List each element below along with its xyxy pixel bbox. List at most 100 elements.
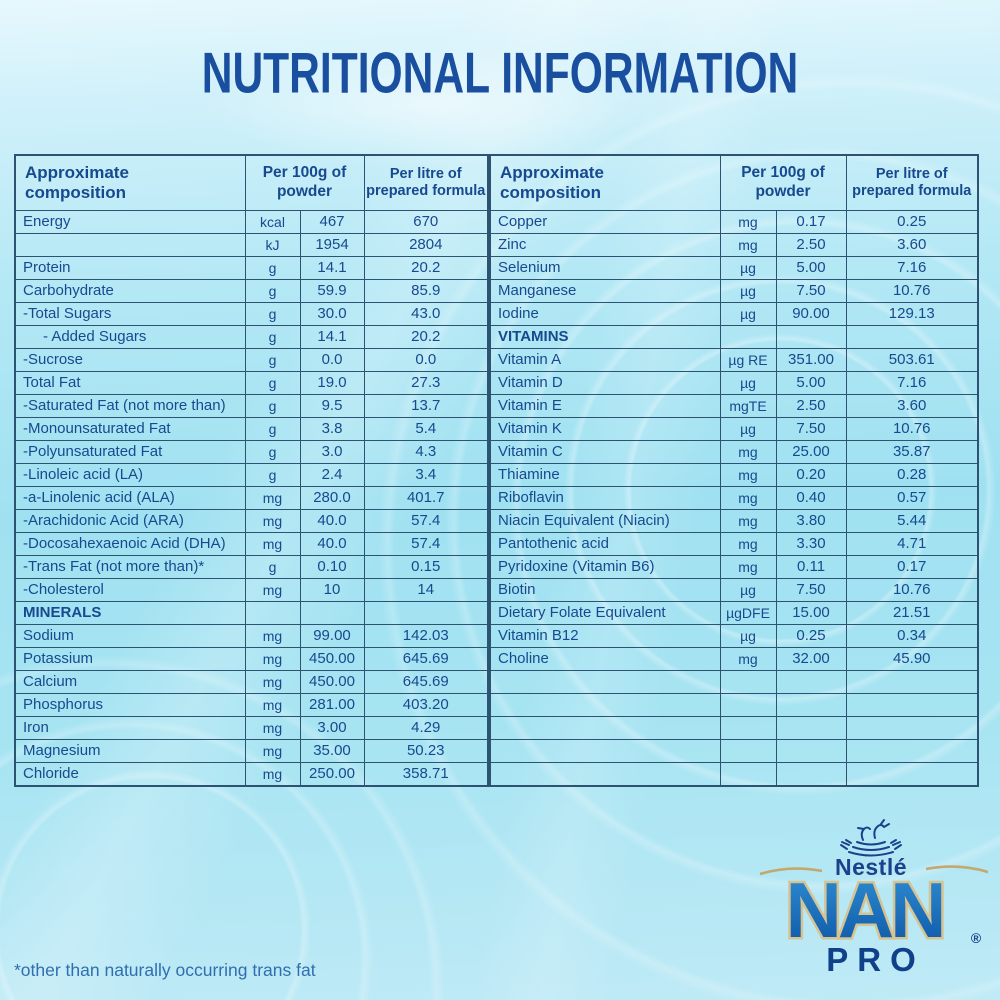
per-litre-value: 2804 (363, 233, 489, 257)
per-litre-value: 13.7 (363, 394, 489, 418)
per-100g-value: 281.00 (299, 693, 365, 717)
unit-cell: mgTE (719, 394, 777, 418)
unit-cell (244, 601, 301, 625)
table-row: Manganese µg 7.50 10.76 (489, 279, 979, 303)
per-litre-value: 142.03 (363, 624, 489, 648)
per-100g-value: 351.00 (775, 348, 847, 372)
unit-cell: g (244, 394, 301, 418)
table-row: Selenium µg 5.00 7.16 (489, 256, 979, 280)
table-row: Vitamin B12 µg 0.25 0.34 (489, 624, 979, 648)
nutrient-label: -Trans Fat (not more than)* (14, 555, 246, 579)
nutrient-label: Iodine (489, 302, 721, 326)
nutrient-label: Dietary Folate Equivalent (489, 601, 721, 625)
per-litre-value: 57.4 (363, 532, 489, 556)
table-row: Magnesium mg 35.00 50.23 (14, 739, 489, 763)
per-litre-value: 0.0 (363, 348, 489, 372)
per-litre-value: 4.3 (363, 440, 489, 464)
table-row: Carbohydrate g 59.9 85.9 (14, 279, 489, 303)
unit-cell: mg (244, 509, 301, 533)
per-100g-value: 15.00 (775, 601, 847, 625)
table-row: -Docosahexaenoic Acid (DHA) mg 40.0 57.4 (14, 532, 489, 556)
unit-cell: µg (719, 256, 777, 280)
unit-cell: µg (719, 371, 777, 395)
table-row: Copper mg 0.17 0.25 (489, 210, 979, 234)
unit-cell: mg (244, 693, 301, 717)
per-litre-value: 35.87 (845, 440, 979, 464)
nutrient-label: Carbohydrate (14, 279, 246, 303)
unit-cell: mg (719, 463, 777, 487)
nutrient-label: Vitamin E (489, 394, 721, 418)
per-litre-value: 27.3 (363, 371, 489, 395)
table-row: kJ 1954 2804 (14, 233, 489, 257)
table-row: Riboflavin mg 0.40 0.57 (489, 486, 979, 510)
per-100g-value: 59.9 (299, 279, 365, 303)
per-100g-value: 7.50 (775, 279, 847, 303)
per-litre-value: 0.57 (845, 486, 979, 510)
per-100g-value: 99.00 (299, 624, 365, 648)
per-litre-value: 10.76 (845, 578, 979, 602)
nan-text: NAN (786, 873, 943, 951)
nutrient-label: -Polyunsaturated Fat (14, 440, 246, 464)
per-100g-value: 0.20 (775, 463, 847, 487)
unit-cell: g (244, 279, 301, 303)
table-row: Calcium mg 450.00 645.69 (14, 670, 489, 694)
per-litre-value: 50.23 (363, 739, 489, 763)
per-litre-value: 3.60 (845, 233, 979, 257)
table-row: Biotin µg 7.50 10.76 (489, 578, 979, 602)
per-100g-value: 3.80 (775, 509, 847, 533)
nutrient-label: Vitamin A (489, 348, 721, 372)
nutrient-label: Vitamin C (489, 440, 721, 464)
gold-swoosh-right-icon (926, 865, 988, 874)
per-litre-value: 10.76 (845, 417, 979, 441)
table-row: -Arachidonic Acid (ARA) mg 40.0 57.4 (14, 509, 489, 533)
per-litre-value (363, 601, 489, 625)
nutrient-label: -Total Sugars (14, 302, 246, 326)
per-100g-value: 5.00 (775, 256, 847, 280)
unit-cell: mg (719, 486, 777, 510)
empty-row (489, 693, 979, 717)
unit-cell: mg (244, 624, 301, 648)
column-header-per-litre: Per litre of prepared formula (363, 154, 489, 211)
per-100g-value (775, 325, 847, 349)
unit-cell: mg (719, 210, 777, 234)
nutrient-label: Potassium (14, 647, 246, 671)
table-row: -Trans Fat (not more than)* g 0.10 0.15 (14, 555, 489, 579)
unit-cell: g (244, 325, 301, 349)
per-litre-value: 4.71 (845, 532, 979, 556)
nutrient-label: Zinc (489, 233, 721, 257)
unit-cell (719, 325, 777, 349)
unit-cell: mg (244, 578, 301, 602)
unit-cell: µg (719, 624, 777, 648)
per-100g-value: 3.0 (299, 440, 365, 464)
per-100g-value: 0.11 (775, 555, 847, 579)
per-100g-value: 250.00 (299, 762, 365, 787)
per-100g-value: 0.17 (775, 210, 847, 234)
per-litre-value: 7.16 (845, 256, 979, 280)
per-litre-value: 21.51 (845, 601, 979, 625)
nutrient-label: Pantothenic acid (489, 532, 721, 556)
per-100g-value: 14.1 (299, 256, 365, 280)
nutrient-label: Total Fat (14, 371, 246, 395)
unit-cell: mg (244, 532, 301, 556)
empty-row (489, 716, 979, 740)
table-row: -Cholesterol mg 10 14 (14, 578, 489, 602)
per-litre-value: 503.61 (845, 348, 979, 372)
nutrient-label: Chloride (14, 762, 246, 787)
per-100g-value: 0.10 (299, 555, 365, 579)
nutrition-table-right: Approximate composition Per 100g of powd… (489, 154, 979, 787)
nutrient-label: Manganese (489, 279, 721, 303)
per-100g-value: 450.00 (299, 647, 365, 671)
per-litre-value: 3.4 (363, 463, 489, 487)
per-100g-value: 9.5 (299, 394, 365, 418)
empty-row (489, 762, 979, 787)
nutrient-label: -Monounsaturated Fat (14, 417, 246, 441)
per-100g-value: 25.00 (775, 440, 847, 464)
unit-cell (719, 739, 777, 763)
per-litre-value: 5.44 (845, 509, 979, 533)
per-100g-value: 467 (299, 210, 365, 234)
per-100g-value: 280.0 (299, 486, 365, 510)
per-litre-value (845, 762, 979, 787)
nutrient-label (489, 739, 721, 763)
